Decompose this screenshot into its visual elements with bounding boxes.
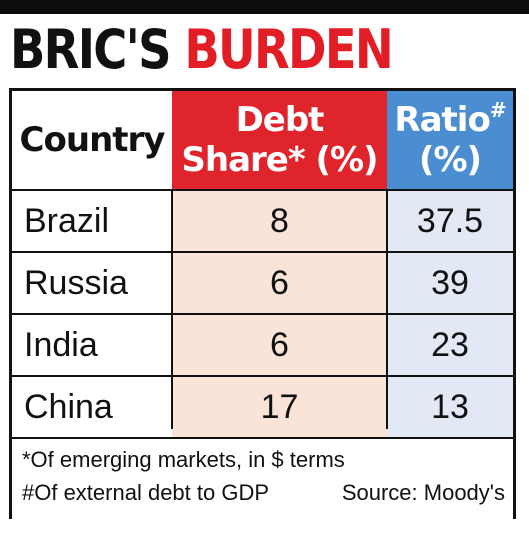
top-bar [0, 0, 529, 14]
debt-share-cell: 6 [172, 253, 387, 313]
headline-word-2: BURDEN [184, 18, 393, 81]
country-cell: India [12, 315, 172, 375]
country-cell: Brazil [12, 191, 172, 251]
header-ratio-line2: (%) [418, 140, 482, 180]
header-ratio-line1: Ratio# [394, 98, 507, 140]
divider [12, 251, 513, 253]
debt-share-cell: 17 [172, 377, 387, 437]
header-debt-line1: Debt [235, 100, 325, 140]
ratio-cell: 37.5 [387, 191, 513, 251]
country-cell: China [12, 377, 172, 437]
column-divider [386, 189, 388, 429]
table-row: China 17 13 [12, 377, 513, 437]
ratio-cell: 13 [387, 377, 513, 437]
debt-share-cell: 8 [172, 191, 387, 251]
table-row: Russia 6 39 [12, 253, 513, 313]
headline-word-1: BRIC'S [10, 18, 172, 81]
ratio-cell: 23 [387, 315, 513, 375]
debt-share-cell: 6 [172, 315, 387, 375]
header-debt-line2: Share* (%) [181, 140, 378, 180]
footnote-2: #Of external debt to GDP [22, 480, 270, 505]
divider [12, 313, 513, 315]
divider [12, 375, 513, 377]
table-footer: *Of emerging markets, in $ terms #Of ext… [12, 439, 513, 524]
header-country: Country [12, 91, 172, 189]
data-table: Country Debt Share* (%) Ratio# (%) Brazi… [9, 88, 516, 524]
source-credit: Source: Moody's [341, 480, 505, 505]
header-ratio-mark: # [489, 98, 507, 122]
header-ratio: Ratio# (%) [387, 91, 513, 189]
divider [12, 437, 513, 439]
divider [12, 189, 513, 191]
footnote-1: *Of emerging markets, in $ terms [22, 447, 345, 472]
ratio-cell: 39 [387, 253, 513, 313]
country-cell: Russia [12, 253, 172, 313]
header-debt-share: Debt Share* (%) [172, 91, 387, 189]
table-row: India 6 23 [12, 315, 513, 375]
table-row: Brazil 8 37.5 [12, 191, 513, 251]
headline: BRIC'S BURDEN [10, 18, 394, 82]
header-ratio-label: Ratio [394, 100, 490, 140]
header-country-label: Country [19, 120, 166, 160]
column-divider [171, 189, 173, 429]
